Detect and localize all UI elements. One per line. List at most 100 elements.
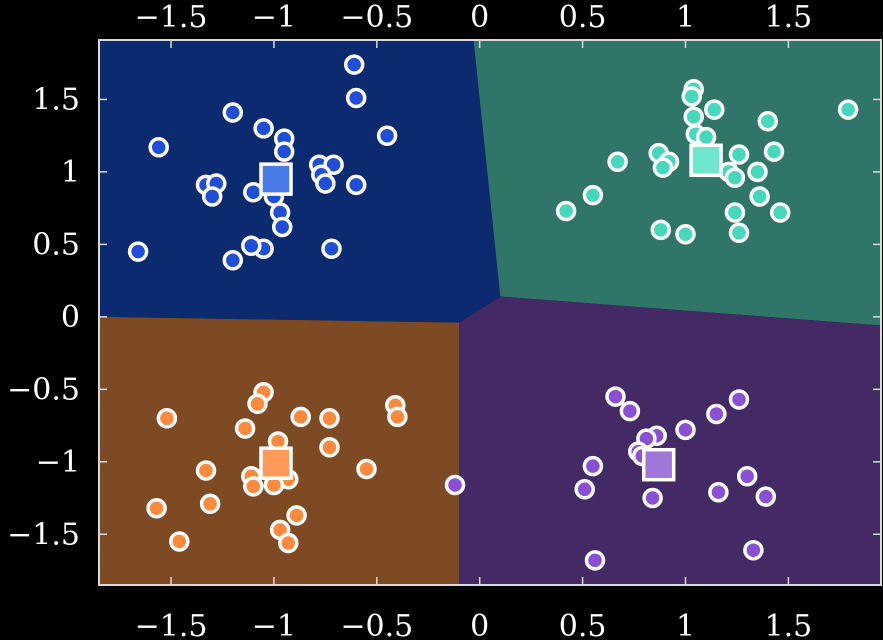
cluster-2-point-4	[837, 99, 859, 120]
decision-region-1	[99, 40, 501, 323]
cluster-4-point-1	[605, 386, 626, 407]
cluster-3-point-11	[195, 460, 217, 481]
cluster-2-point-25	[728, 222, 750, 244]
cluster-2-point-2	[681, 86, 702, 107]
cluster-1-point-4	[253, 118, 274, 139]
cluster-4-point-17	[743, 539, 764, 561]
cluster-4-point-14	[708, 481, 729, 503]
cluster-1-point-24	[127, 241, 149, 262]
cluster-3-point-8	[234, 418, 256, 439]
cluster-4-point-3	[728, 389, 750, 410]
cluster-1-point-14	[201, 186, 223, 207]
x-bottom-tick-label-5: 0.5	[559, 609, 607, 640]
y-tick-label-6: 1	[61, 155, 80, 190]
plot-frame	[98, 39, 882, 586]
cluster-2-point-14	[652, 157, 674, 178]
x-bottom-tick-label-1: −1.5	[135, 609, 208, 640]
y-axis-tick-labels: −1.5 −1 −0.5 0 0.5 1 1.5	[7, 82, 80, 552]
data-points	[127, 54, 859, 571]
cluster-3-point-21	[169, 531, 190, 552]
cluster-2-point-3	[704, 99, 725, 120]
cluster-4-point-13	[574, 479, 595, 500]
cluster-4-point-18	[584, 550, 606, 571]
cluster-4-point-15	[642, 487, 663, 509]
cluster-1-point-17	[345, 174, 367, 196]
cluster-4-point-16	[755, 486, 777, 507]
y-tick-label-3: −0.5	[7, 372, 80, 407]
x-axis-top-tick-labels: −1.5 −1 −0.5 0 0.5 1 1.5	[135, 0, 813, 35]
cluster-2-point-9	[763, 141, 785, 162]
cluster-1-center-marker	[259, 162, 293, 196]
cluster-4-point-4	[706, 403, 727, 425]
cluster-2-point-12	[607, 151, 628, 173]
cluster-2-point-5	[683, 106, 704, 128]
cluster-1-point-6	[148, 137, 169, 158]
cluster-2-point-23	[650, 219, 672, 241]
cluster-3-point-17	[199, 493, 221, 515]
cluster-3-point-4	[387, 406, 408, 428]
cluster-2-point-22	[769, 202, 791, 223]
cluster-4-point-6	[675, 419, 696, 441]
x-axis-bottom-tick-labels: −1.5 −1 −0.5 0 0.5 1 1.5	[135, 609, 813, 640]
y-tick-label-1: −1.5	[7, 517, 80, 552]
decision-region-4	[459, 296, 881, 585]
cluster-1-point-23	[321, 238, 342, 259]
cluster-3-point-19	[286, 505, 307, 526]
cluster-2-point-20	[555, 200, 577, 222]
cluster-2-point-6	[757, 110, 779, 132]
x-bottom-tick-label-6: 1	[676, 609, 695, 640]
x-bottom-tick-label-2: −1	[252, 609, 296, 640]
cluster-3-point-6	[290, 406, 311, 428]
cluster-4-point-12	[444, 474, 466, 496]
x-top-tick-label-7: 1.5	[765, 0, 813, 35]
y-tick-label-4: 0	[61, 300, 80, 335]
cluster-2-point-21	[724, 202, 746, 223]
cluster-4-point-11	[736, 466, 758, 487]
tick-marks	[99, 40, 881, 585]
x-top-tick-label-4: 0	[470, 0, 489, 35]
cluster-4-point-2	[619, 400, 641, 422]
y-tick-label-7: 1.5	[32, 82, 80, 117]
cluster-3-point-5	[156, 408, 178, 429]
cluster-2-point-17	[724, 167, 746, 188]
x-top-tick-label-6: 1	[676, 0, 695, 35]
cluster-2-point-11	[728, 144, 750, 165]
cluster-2-point-19	[749, 186, 770, 207]
x-bottom-tick-label-3: −0.5	[340, 609, 413, 640]
x-top-tick-label-2: −1	[252, 0, 296, 35]
cluster-2-center-marker	[689, 143, 723, 178]
cluster-3-point-7	[319, 408, 340, 429]
cluster-1-point-5	[376, 125, 398, 146]
cluster-3-point-12	[356, 458, 377, 480]
y-tick-label-2: −1	[36, 445, 80, 480]
cluster-4-point-10	[582, 455, 604, 477]
cluster-2-point-8	[695, 126, 717, 148]
x-top-tick-label-1: −1.5	[135, 0, 208, 35]
cluster-1-point-25	[222, 250, 244, 271]
cluster-2-point-24	[675, 223, 696, 245]
cluster-1-point-3	[222, 102, 244, 123]
cluster-3-point-2	[247, 393, 268, 415]
cluster-2-point-18	[582, 184, 604, 206]
y-tick-label-5: 0.5	[32, 227, 80, 262]
cluster-1-point-2	[345, 87, 367, 109]
decision-region-2	[473, 40, 881, 326]
cluster-4-center-marker	[641, 447, 676, 482]
x-top-tick-label-3: −0.5	[340, 0, 413, 35]
x-top-tick-label-5: 0.5	[559, 0, 607, 35]
cluster-1-point-16	[315, 173, 336, 194]
cluster-1-point-22	[241, 235, 262, 257]
cluster-1-point-1	[343, 54, 365, 75]
cluster-3-point-22	[278, 532, 299, 554]
cluster-1-point-8	[273, 141, 295, 162]
cluster-3-center-marker	[259, 446, 293, 480]
cluster-3-point-10	[319, 437, 340, 458]
x-bottom-tick-label-4: 0	[470, 609, 489, 640]
cluster-1-point-20	[271, 216, 293, 238]
cluster-2-point-16	[747, 161, 768, 183]
x-bottom-tick-label-7: 1.5	[765, 609, 813, 640]
cluster-3-point-14	[243, 476, 264, 497]
cluster-3-point-18	[146, 497, 167, 519]
cluster-centers	[259, 143, 723, 482]
